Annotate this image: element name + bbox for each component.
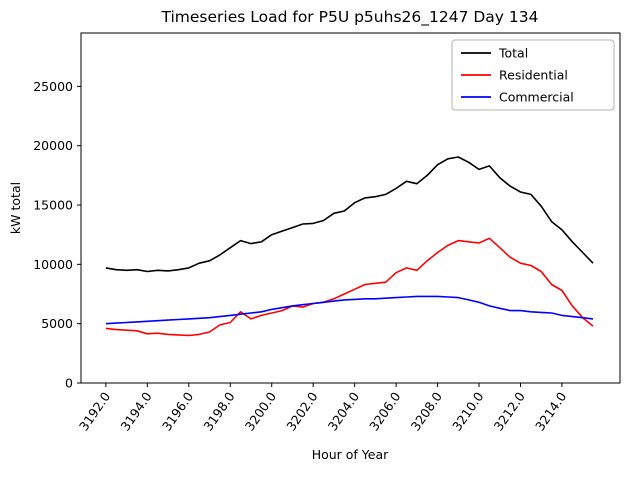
x-tick-label: 3212.0 — [491, 389, 528, 433]
series-line-commercial — [105, 295, 594, 325]
y-tick-label: 10000 — [33, 257, 73, 272]
x-tick-label: 3198.0 — [200, 389, 237, 433]
x-tick-label: 3202.0 — [283, 389, 320, 433]
series-line-residential — [105, 237, 594, 337]
y-tick-label: 15000 — [33, 198, 73, 213]
x-tick-label: 3204.0 — [325, 389, 362, 433]
legend-box — [451, 39, 615, 111]
x-axis-label: Hour of Year — [312, 447, 389, 462]
y-tick-label: 0 — [65, 376, 73, 391]
x-tick-label: 3214.0 — [532, 389, 569, 433]
y-tick-label: 5000 — [41, 316, 73, 331]
x-tick-label: 3210.0 — [449, 389, 486, 433]
y-axis-label: kW total — [8, 182, 23, 234]
legend-label-residential: Residential — [499, 68, 568, 83]
x-tick-label: 3200.0 — [242, 389, 279, 433]
x-tick-label: 3206.0 — [366, 389, 403, 433]
x-tick-label: 3194.0 — [117, 389, 154, 433]
chart-title: Timeseries Load for P5U p5uhs26_1247 Day… — [161, 8, 539, 27]
series-line-total — [105, 156, 594, 273]
legend-label-commercial: Commercial — [499, 90, 574, 105]
x-tick-label: 3196.0 — [159, 389, 196, 433]
x-tick-label: 3192.0 — [76, 389, 113, 433]
y-tick-label: 20000 — [33, 138, 73, 153]
legend-label-total: Total — [498, 46, 528, 61]
x-tick-label: 3208.0 — [408, 389, 445, 433]
y-tick-label: 25000 — [33, 79, 73, 94]
